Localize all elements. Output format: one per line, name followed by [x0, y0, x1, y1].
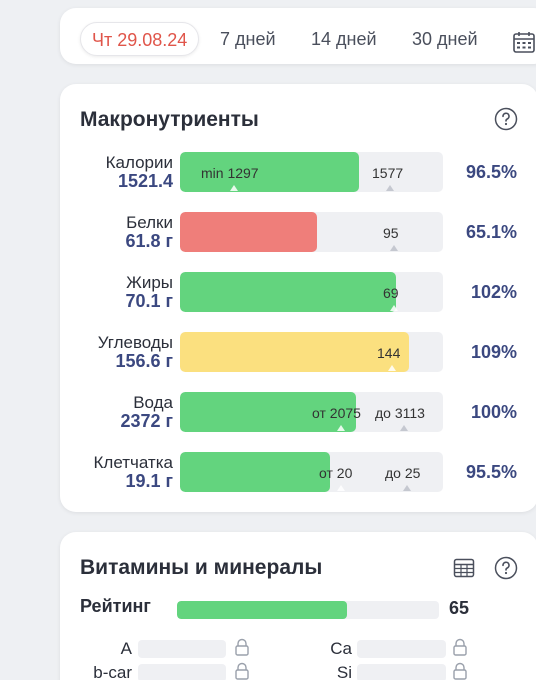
macro-target-mark: до 3113: [375, 405, 425, 421]
macro-target-tick: [388, 365, 396, 371]
tab-30-days[interactable]: 30 дней: [412, 29, 478, 49]
macro-target-mark: 1577: [372, 165, 404, 181]
macro-progress-bar: от 2075 до 3113: [180, 392, 443, 432]
macro-progress-fill: [180, 152, 359, 192]
calendar-icon[interactable]: [512, 30, 536, 54]
macro-progress-bar: min 1297 1577: [180, 152, 443, 192]
macro-value: 1521.4: [117, 171, 173, 191]
macro-percent: 109%: [470, 342, 517, 362]
macro-name: Углеводы: [97, 333, 173, 352]
macro-row-label: Вода 2372 г: [60, 393, 173, 431]
help-icon[interactable]: [494, 107, 518, 131]
lock-icon: [235, 638, 249, 656]
macro-progress-fill: [180, 272, 396, 312]
lock-icon: [453, 638, 467, 656]
macro-target-mark: от 2075: [312, 405, 361, 421]
macro-progress-bar: 95: [180, 212, 443, 252]
nutrient-bar: [357, 640, 446, 658]
nutrient-label: Ca: [330, 639, 352, 658]
rating-bar-fill: [177, 601, 347, 619]
rating-value: 65: [449, 598, 470, 618]
rating-bar: [177, 601, 439, 619]
macro-progress-bar: 144: [180, 332, 443, 372]
nutrient-bar: [357, 664, 446, 680]
macro-progress-fill: [180, 392, 356, 432]
tab-today[interactable]: Чт 29.08.24: [80, 22, 200, 56]
macro-target-mark: min 1297: [201, 165, 259, 181]
macro-percent: 102%: [470, 282, 517, 302]
macro-percent: 96.5%: [465, 162, 517, 182]
nutrient-label: A: [120, 639, 132, 658]
macro-target-tick: [400, 425, 408, 431]
macro-target-mark: 144: [377, 345, 401, 361]
macro-progress-fill: [180, 332, 409, 372]
nutrient-bar: [138, 640, 226, 658]
macro-target-tick: [337, 485, 345, 491]
date-range-bar: Чт 29.08.24 7 дней 14 дней 30 дней: [60, 8, 536, 64]
macro-target-mark: 95: [383, 225, 399, 241]
macro-row-label: Углеводы 156.6 г: [60, 333, 173, 371]
macro-percent: 100%: [470, 402, 517, 422]
macro-row-label: Клетчатка 19.1 г: [60, 453, 174, 491]
macro-progress-bar: от 20 до 25: [180, 452, 443, 492]
tab-7-days[interactable]: 7 дней: [220, 29, 276, 49]
lock-icon: [453, 662, 467, 680]
macro-target-tick: [403, 485, 411, 491]
rating-label: Рейтинг: [80, 596, 151, 616]
macro-target-tick: [390, 245, 398, 251]
macronutrients-title: Макронутриенты: [80, 108, 259, 131]
macro-value: 70.1 г: [125, 291, 173, 311]
help-icon[interactable]: [494, 556, 518, 580]
macro-row-label: Белки 61.8 г: [60, 213, 173, 251]
macro-target-mark: от 20: [319, 465, 353, 481]
macro-percent: 65.1%: [465, 222, 517, 242]
macro-name: Калории: [105, 153, 173, 172]
macro-target-mark: до 25: [385, 465, 421, 481]
nutrient-bar: [138, 664, 226, 680]
nutrient-label: Si: [336, 663, 352, 680]
table-icon[interactable]: [452, 556, 476, 580]
macro-target-mark: 69: [383, 285, 399, 301]
macro-progress-fill: [180, 452, 330, 492]
lock-icon: [235, 662, 249, 680]
macro-progress-fill: [180, 212, 317, 252]
macro-value: 19.1 г: [125, 471, 173, 491]
macro-percent: 95.5%: [465, 462, 517, 482]
macro-name: Жиры: [126, 273, 173, 292]
macro-target-tick: [337, 425, 345, 431]
macro-target-tick: [230, 185, 238, 191]
macro-name: Белки: [126, 213, 173, 232]
macro-value: 61.8 г: [125, 231, 173, 251]
vitamins-minerals-card: Витамины и минералы Рейтинг 65 A b-car C…: [60, 532, 536, 680]
macro-target-tick: [390, 305, 398, 311]
macro-row-label: Калории 1521.4: [60, 153, 173, 191]
macro-name: Вода: [133, 393, 173, 412]
tab-14-days[interactable]: 14 дней: [311, 29, 377, 49]
nutrient-label: b-car: [93, 663, 132, 680]
macronutrients-card: Макронутриенты Калории 1521.4 min 1297 1577…: [60, 84, 536, 512]
vitamins-title: Витамины и минералы: [80, 556, 323, 579]
macro-value: 2372 г: [120, 411, 173, 431]
macro-progress-bar: 69: [180, 272, 443, 312]
macro-value: 156.6 г: [115, 351, 173, 371]
macro-row-label: Жиры 70.1 г: [60, 273, 173, 311]
macro-target-tick: [386, 185, 394, 191]
macro-name: Клетчатка: [93, 453, 174, 472]
